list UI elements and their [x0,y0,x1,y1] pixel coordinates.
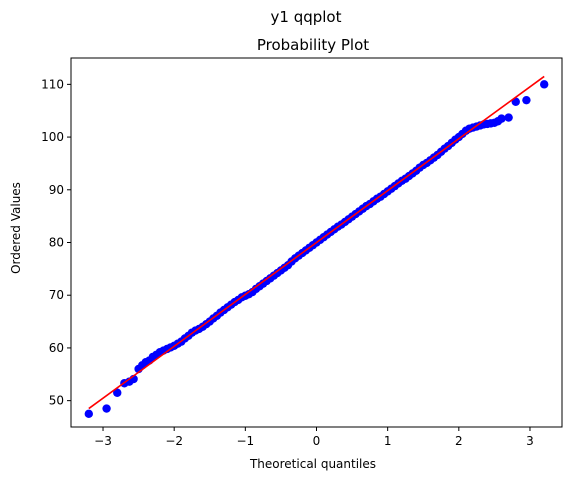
y-tick-label-6: 110 [41,77,64,91]
y-tick-label-1: 60 [49,341,64,355]
y-tick-label-3: 80 [49,236,64,250]
data-point-0 [84,409,93,419]
data-point-109 [504,113,513,122]
axes-frame [70,57,563,428]
x-tick-label-5: 2 [455,434,463,448]
y-tick-label-4: 90 [49,183,64,197]
data-marks [84,75,549,419]
figure-suptitle: y1 qqplot [271,8,342,26]
data-point-111 [522,95,531,105]
x-tick-label-0: −3 [94,434,112,448]
data-point-2 [113,388,122,397]
x-tick-label-6: 3 [526,434,534,448]
x-tick-label-2: −1 [236,434,254,448]
data-point-112 [540,80,549,89]
chart-title: Probability Plot [257,36,369,54]
fit-line [88,75,545,410]
x-tick-label-1: −2 [165,434,183,448]
axis-ticks: −3 −2 −1 0 1 2 3 50 60 70 80 90 100 110 [41,77,534,448]
y-axis-label: Ordered Values [9,182,23,274]
data-point-1 [102,404,111,413]
y-tick-label-5: 100 [41,130,64,144]
y-tick-label-2: 70 [49,288,64,302]
x-axis-label: Theoretical quantiles [249,457,376,471]
x-tick-label-3: 0 [313,434,321,448]
data-point-108 [497,114,506,123]
y-tick-label-0: 50 [49,394,64,408]
x-tick-label-4: 1 [384,434,392,448]
plot-axes: −3 −2 −1 0 1 2 3 50 60 70 80 90 100 110 [41,57,563,448]
